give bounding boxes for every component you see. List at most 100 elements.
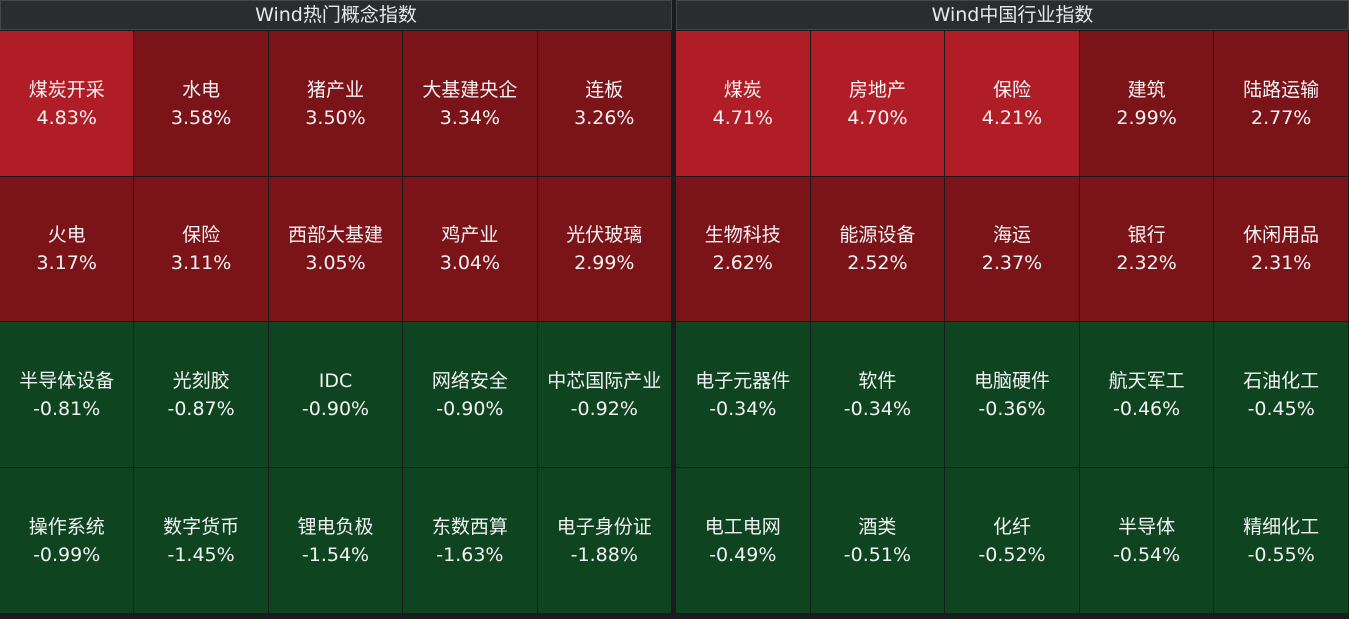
cell-name: 火电 — [47, 224, 86, 246]
panel: Wind中国行业指数 煤炭 4.71% 房地产 4.70% 保险 4.21% 建筑 2.99% 陆… — [676, 0, 1349, 614]
heat-cell: 鸡产业 3.04% — [403, 177, 538, 322]
heat-cell: 石油化工 -0.45% — [1214, 322, 1349, 468]
heat-cell: 海运 2.37% — [945, 177, 1080, 322]
cell-change: 3.26% — [574, 106, 635, 129]
cell-change: -0.87% — [167, 397, 235, 420]
cell-name: 保险 — [992, 78, 1031, 101]
cell-change: -1.54% — [301, 543, 370, 566]
cell-change: 4.70% — [847, 106, 908, 129]
cell-name: 石油化工 — [1243, 369, 1320, 392]
cell-name: 操作系统 — [28, 515, 105, 538]
cell-name: 水电 — [182, 78, 221, 101]
cell-change: -1.63% — [436, 543, 504, 566]
cell-change: 3.34% — [439, 106, 501, 129]
cell-change: 2.32% — [1116, 252, 1177, 274]
cell-name: 西部大基建 — [287, 224, 383, 246]
cell-change: 3.05% — [305, 252, 366, 274]
heat-cell: 电子身份证 -1.88% — [537, 468, 672, 614]
cell-name: 化纤 — [992, 515, 1031, 538]
cell-name: 连板 — [585, 78, 624, 101]
heat-cell: 酒类 -0.51% — [810, 468, 946, 614]
heat-cell: 光刻胶 -0.87% — [134, 322, 269, 468]
cell-change: 3.50% — [305, 106, 366, 129]
cell-name: 航天军工 — [1108, 369, 1185, 392]
cell-name: 房地产 — [848, 78, 906, 101]
cell-change: -0.45% — [1247, 397, 1315, 420]
cell-change: 2.62% — [712, 252, 773, 274]
cell-change: -0.54% — [1112, 543, 1181, 566]
heat-cell: 中芯国际产业 -0.92% — [537, 322, 672, 468]
cell-change: -1.88% — [570, 543, 638, 566]
cell-name: 建筑 — [1127, 78, 1166, 101]
heat-cell: 煤炭 4.71% — [676, 31, 811, 177]
cell-change: -0.81% — [33, 397, 101, 420]
cell-change: 2.31% — [1251, 252, 1312, 274]
cell-name: 电脑硬件 — [973, 369, 1050, 392]
cell-change: 2.52% — [847, 252, 908, 274]
heat-cell: 半导体 -0.54% — [1079, 468, 1215, 614]
heat-cell: 化纤 -0.52% — [945, 468, 1080, 614]
heat-cell: 大基建央企 3.34% — [403, 31, 538, 177]
cell-change: -0.52% — [978, 543, 1046, 566]
heat-cell: 西部大基建 3.05% — [268, 177, 404, 322]
heat-cell: 休闲用品 2.31% — [1214, 177, 1349, 322]
heat-cell: 航天军工 -0.46% — [1079, 322, 1215, 468]
heat-cell: IDC -0.90% — [268, 322, 404, 468]
cell-change: 4.83% — [36, 106, 97, 129]
cell-change: -0.36% — [978, 397, 1046, 420]
cell-change: -0.51% — [843, 543, 911, 566]
heat-cell: 锂电负极 -1.54% — [268, 468, 404, 614]
heat-cell: 陆路运输 2.77% — [1214, 31, 1349, 177]
cell-change: -0.92% — [570, 397, 638, 420]
cell-name: 光刻胶 — [172, 369, 230, 392]
cell-name: IDC — [318, 369, 353, 392]
heat-cell: 猪产业 3.50% — [268, 31, 404, 177]
cell-change: 3.17% — [36, 252, 97, 274]
cell-change: 4.21% — [981, 106, 1043, 129]
cell-name: 锂电负极 — [297, 515, 374, 538]
heat-cell: 东数西算 -1.63% — [403, 468, 538, 614]
cell-change: -0.90% — [301, 397, 370, 420]
cell-name: 陆路运输 — [1243, 78, 1320, 101]
cell-change: 2.99% — [574, 252, 635, 274]
heat-cell: 软件 -0.34% — [810, 322, 946, 468]
heat-cell: 半导体设备 -0.81% — [0, 322, 135, 468]
cell-name: 煤炭开采 — [28, 78, 105, 101]
cell-name: 鸡产业 — [441, 224, 499, 246]
panel-title: Wind热门概念指数 — [0, 0, 672, 30]
cell-name: 猪产业 — [306, 78, 364, 101]
heat-cell: 电工电网 -0.49% — [676, 468, 811, 614]
heat-cell: 保险 4.21% — [945, 31, 1080, 177]
cell-name: 能源设备 — [839, 224, 916, 246]
cell-name: 中芯国际产业 — [547, 369, 662, 392]
cell-name: 保险 — [182, 224, 221, 246]
heat-cell: 电脑硬件 -0.36% — [945, 322, 1080, 468]
heat-cell: 电子元器件 -0.34% — [676, 322, 811, 468]
heat-cell: 生物科技 2.62% — [676, 177, 811, 322]
cell-change: 2.77% — [1251, 106, 1312, 129]
cell-name: 东数西算 — [431, 515, 508, 538]
cell-change: -0.99% — [33, 543, 101, 566]
cell-change: -0.34% — [843, 397, 911, 420]
cell-name: 银行 — [1127, 224, 1166, 246]
cell-name: 大基建央企 — [422, 78, 518, 101]
cell-change: 3.11% — [170, 252, 232, 274]
cell-change: -0.46% — [1112, 397, 1181, 420]
heat-cell: 网络安全 -0.90% — [403, 322, 538, 468]
heat-cell: 光伏玻璃 2.99% — [537, 177, 672, 322]
cell-change: 2.99% — [1116, 106, 1177, 129]
heat-cell: 数字货币 -1.45% — [134, 468, 269, 614]
panel: Wind热门概念指数煤炭开采 4.83% 水电 3.58% 猪产业 3.50% 大基建央企 3… — [0, 0, 672, 614]
panel-title: Wind中国行业指数 — [676, 0, 1349, 30]
cell-change: 3.04% — [439, 252, 501, 274]
cell-change: -0.34% — [709, 397, 777, 420]
heat-cell: 操作系统 -0.99% — [0, 468, 135, 614]
cell-name: 半导体 — [1118, 515, 1176, 538]
heat-cell: 保险 3.11% — [134, 177, 269, 322]
cell-change: 3.58% — [170, 106, 232, 129]
cell-change: 4.71% — [712, 106, 773, 129]
cell-name: 光伏玻璃 — [566, 224, 643, 246]
cell-name: 休闲用品 — [1243, 224, 1320, 246]
cell-name: 生物科技 — [704, 224, 781, 246]
heat-cell: 煤炭开采 4.83% — [0, 31, 135, 177]
